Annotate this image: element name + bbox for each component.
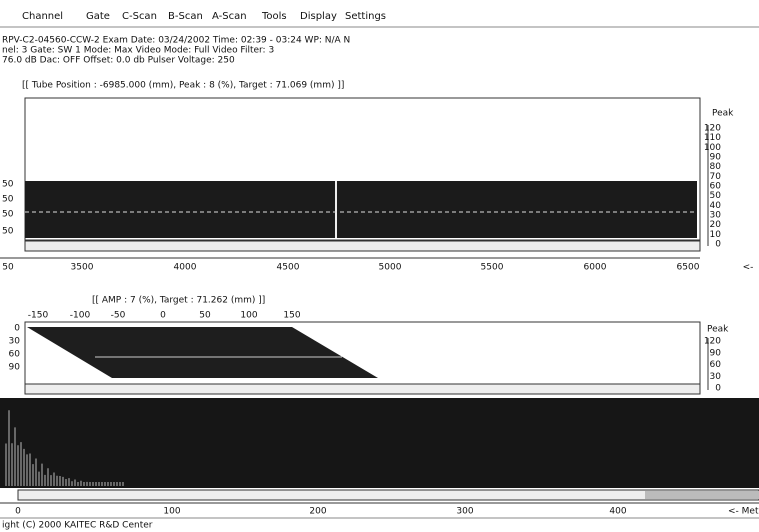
peak-label: 90 (710, 348, 722, 358)
c-scan-image (25, 181, 697, 238)
row-label: 30 (9, 337, 21, 347)
peak-label: 0 (715, 384, 721, 394)
menu-item[interactable]: Settings (345, 11, 386, 22)
menu-item[interactable]: Tools (261, 11, 287, 22)
axis-label: 3500 (71, 263, 94, 273)
peak-label: 110 (704, 133, 721, 143)
peak-title: Peak (707, 325, 729, 335)
scroll-thumb[interactable] (645, 491, 759, 499)
axis-label: 6000 (584, 263, 607, 273)
info-line: 76.0 dB Dac: OFF Offset: 0.0 db Pulser V… (2, 56, 235, 66)
axis-label: 4500 (277, 263, 300, 273)
peak-title: Peak (712, 109, 734, 119)
menu-item[interactable]: B-Scan (168, 11, 203, 22)
axis-label: -50 (111, 311, 126, 321)
axis-label: 50 (2, 263, 14, 273)
axis-label: 100 (240, 311, 257, 321)
peak-label: 10 (710, 230, 722, 240)
row-label: 0 (14, 324, 20, 334)
menu-item[interactable]: A-Scan (212, 11, 247, 22)
axis-label: 400 (609, 507, 626, 517)
peak-label: 60 (710, 182, 722, 192)
axis-label: 300 (456, 507, 473, 517)
peak-label: 90 (710, 153, 722, 163)
peak-label: 60 (710, 360, 722, 370)
peak-label: 0 (715, 240, 721, 250)
scrollbar[interactable] (25, 384, 700, 394)
axis-label: 200 (309, 507, 326, 517)
peak-label: 70 (710, 172, 722, 182)
row-label: 60 (9, 350, 21, 360)
axis-label: 5500 (481, 263, 504, 273)
info-line: RPV-C2-04560-CCW-2 Exam Date: 03/24/2002… (2, 36, 350, 46)
peak-label: 100 (704, 143, 721, 153)
scrollbar[interactable] (25, 241, 700, 251)
axis-label: 5000 (379, 263, 402, 273)
a-scan-image (0, 398, 759, 488)
axis-label: <- (743, 263, 754, 273)
row-label: 50 (2, 210, 14, 220)
menu-item[interactable]: Channel (22, 11, 63, 22)
peak-label: 80 (710, 162, 722, 172)
axis-label: -100 (70, 311, 91, 321)
peak-label: 120 (704, 337, 721, 347)
axis-label: 50 (199, 311, 211, 321)
peak-label: 50 (710, 191, 722, 201)
axis-label: 150 (283, 311, 300, 321)
peak-label: 30 (710, 372, 722, 382)
menu-item[interactable]: Gate (86, 11, 110, 22)
axis-label: -150 (28, 311, 49, 321)
axis-arrow: <- Meta (728, 507, 759, 517)
peak-label: 20 (710, 220, 722, 230)
axis-label: 4000 (174, 263, 197, 273)
menu-item[interactable]: Display (300, 11, 337, 22)
menu-item[interactable]: C-Scan (122, 11, 157, 22)
row-label: 50 (2, 180, 14, 190)
axis-label: 0 (15, 507, 21, 517)
peak-label: 30 (710, 211, 722, 221)
row-label: 90 (9, 363, 21, 373)
status-line: [[ Tube Position : -6985.000 (mm), Peak … (22, 81, 344, 91)
peak-label: 40 (710, 201, 722, 211)
row-label: 50 (2, 195, 14, 205)
row-label: 50 (2, 227, 14, 237)
status-line: [[ AMP : 7 (%), Target : 71.262 (mm) ]] (92, 296, 265, 306)
footer: ight (C) 2000 KAITEC R&D Center (2, 521, 153, 531)
axis-label: 6500 (677, 263, 700, 273)
app-window: ight (C) 2000 KAITEC R&D Center Channel G… (0, 0, 759, 532)
axis-label: 100 (163, 507, 180, 517)
peak-label: 120 (704, 124, 721, 134)
info-line: nel: 3 Gate: SW 1 Mode: Max Video Mode: … (2, 46, 274, 56)
axis-label: 0 (160, 311, 166, 321)
